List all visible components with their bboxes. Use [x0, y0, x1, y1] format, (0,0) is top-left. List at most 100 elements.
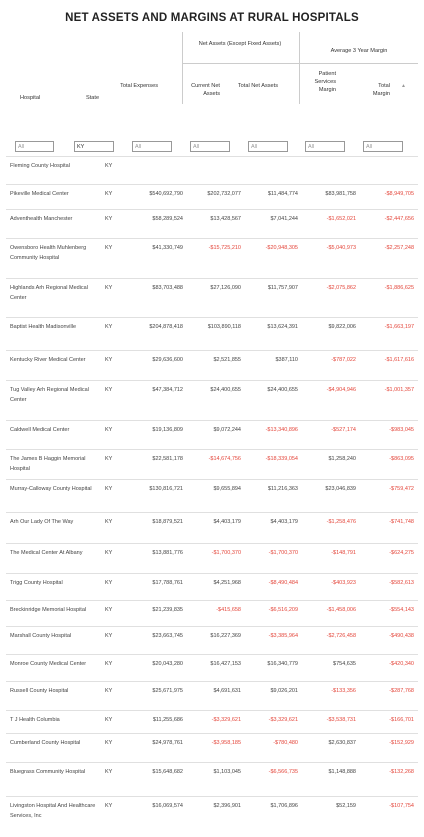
table-row: Breckinridge Memorial Hospital KY $21,239,… [6, 600, 418, 627]
cell-hospital: Highlands Arh Regional Medical Center [10, 285, 88, 301]
col-header-patient-services-margin[interactable]: Patient Services Margin [314, 71, 336, 93]
cell-total-net-assets: $9,026,201 [270, 688, 298, 694]
cell-state: KY [105, 633, 113, 639]
cell-patient-services-margin: -$2,726,458 [326, 633, 356, 639]
cell-patient-services-margin: $754,635 [333, 661, 356, 667]
table-row: Russell County Hospital KY $25,671,975 $4,6… [6, 681, 418, 711]
col-header-total-net-assets[interactable]: Total Net Assets [237, 83, 278, 89]
cell-state: KY [105, 486, 113, 492]
cell-hospital: Marshall County Hospital [10, 633, 72, 639]
cell-total-margin: -$8,949,705 [384, 191, 414, 197]
filter-total-expenses-input[interactable]: All [132, 141, 172, 152]
filter-current-net-assets-input[interactable]: All [190, 141, 230, 152]
cell-state: KY [105, 163, 113, 169]
cell-state: KY [105, 607, 113, 613]
cell-total-margin: -$759,472 [389, 486, 414, 492]
table-row: The James B Haggin Memorial Hospital KY $2… [6, 449, 418, 480]
cell-total-expenses: $18,879,521 [152, 519, 183, 525]
cell-current-net-assets: -$3,329,621 [211, 717, 241, 723]
cell-state: KY [105, 717, 113, 723]
table-row: Monroe County Medical Center KY $20,043,28… [6, 654, 418, 682]
group-divider-left [182, 32, 183, 104]
filter-patient-services-margin-input[interactable]: All [305, 141, 345, 152]
cell-total-net-assets: -$13,340,896 [265, 427, 298, 433]
cell-hospital: Russell County Hospital [10, 688, 69, 694]
table-row: T J Health Columbia KY $11,255,686 -$3,329,… [6, 710, 418, 734]
cell-current-net-assets: $9,072,244 [213, 427, 241, 433]
col-header-state[interactable]: State [86, 95, 100, 101]
cell-total-margin: -$1,886,625 [384, 285, 414, 291]
filter-total-margin-input[interactable]: All [363, 141, 403, 152]
cell-hospital: Breckinridge Memorial Hospital [10, 607, 87, 613]
col-header-hospital[interactable]: Hospital [20, 95, 41, 101]
cell-total-margin: -$1,663,197 [384, 324, 414, 330]
table-row: Murray-Calloway County Hospital KY $130,81… [6, 479, 418, 513]
cell-total-margin: -$624,275 [389, 550, 414, 556]
filter-hospital-input[interactable]: All [15, 141, 54, 152]
cell-state: KY [105, 661, 113, 667]
cell-current-net-assets: $24,400,655 [210, 387, 241, 393]
cell-current-net-assets: -$15,725,210 [208, 245, 241, 251]
table-row: Cumberland County Hospital KY $24,978,761 -… [6, 733, 418, 763]
cell-patient-services-margin: $9,822,006 [328, 324, 356, 330]
filter-state-input[interactable]: KY [74, 141, 114, 152]
cell-hospital: Tug Valley Arh Regional Medical Center [10, 387, 89, 403]
cell-state: KY [105, 285, 113, 291]
cell-patient-services-margin: -$1,258,476 [326, 519, 356, 525]
cell-total-net-assets: -$18,339,054 [265, 456, 298, 462]
cell-patient-services-margin: -$5,040,973 [326, 245, 356, 251]
cell-total-net-assets: -$1,700,370 [268, 550, 298, 556]
cell-current-net-assets: $103,890,118 [207, 324, 241, 330]
cell-total-expenses: $17,788,761 [152, 580, 183, 586]
cell-state: KY [105, 769, 113, 775]
filter-total-net-assets-input[interactable]: All [248, 141, 288, 152]
table-title: NET ASSETS AND MARGINS AT RURAL HOSPITAL… [65, 12, 359, 24]
cell-hospital: Cumberland County Hospital [10, 740, 81, 746]
table-row: Livingston Hospital And Healthcare Servi… [6, 796, 418, 837]
cell-total-expenses: $83,703,488 [152, 285, 183, 291]
cell-current-net-assets: $4,691,631 [213, 688, 241, 694]
cell-hospital: Baptist Health Madisonville [10, 324, 77, 330]
cell-total-expenses: $13,881,776 [152, 550, 183, 556]
cell-total-expenses: $21,239,835 [152, 607, 183, 613]
table-row: Caldwell Medical Center KY $19,136,809 $9,0… [6, 420, 418, 450]
cell-patient-services-margin: -$148,791 [331, 550, 356, 556]
cell-hospital: Trigg County Hospital [10, 580, 63, 586]
cell-current-net-assets: $202,732,077 [207, 191, 241, 197]
cell-total-margin: -$983,045 [389, 427, 414, 433]
cell-hospital: T J Health Columbia [10, 717, 60, 723]
cell-state: KY [105, 324, 113, 330]
col-header-current-net-assets[interactable]: Current Net Assets [191, 83, 220, 97]
cell-patient-services-margin: $23,046,839 [325, 486, 356, 492]
cell-hospital: Caldwell Medical Center [10, 427, 70, 433]
cell-total-margin: -$287,768 [389, 688, 414, 694]
cell-total-margin: -$152,929 [389, 740, 414, 746]
cell-patient-services-margin: -$4,904,946 [326, 387, 356, 393]
cell-total-margin: -$420,340 [389, 661, 414, 667]
cell-state: KY [105, 456, 113, 462]
cell-total-expenses: $130,816,721 [149, 486, 183, 492]
cell-hospital: The James B Haggin Memorial Hospital [10, 456, 86, 472]
cell-total-margin: -$863,095 [389, 456, 414, 462]
cell-current-net-assets: $16,227,369 [210, 633, 241, 639]
cell-total-expenses: $20,043,280 [152, 661, 183, 667]
col-header-total-expenses[interactable]: Total Expenses [120, 83, 158, 89]
sort-ascending-icon[interactable]: ▲ [401, 83, 406, 89]
cell-state: KY [105, 245, 113, 251]
cell-hospital: Murray-Calloway County Hospital [10, 486, 92, 492]
cell-total-net-assets: $4,403,179 [270, 519, 298, 525]
cell-state: KY [105, 191, 113, 197]
cell-total-expenses: $29,636,600 [152, 357, 183, 363]
cell-current-net-assets: -$415,658 [216, 607, 241, 613]
table-row: Tug Valley Arh Regional Medical Center KY… [6, 380, 418, 421]
cell-total-net-assets: $16,340,779 [267, 661, 298, 667]
cell-total-margin: -$554,143 [389, 607, 414, 613]
cell-current-net-assets: $4,251,968 [213, 580, 241, 586]
table-row: Baptist Health Madisonville KY $204,878,41… [6, 317, 418, 351]
cell-total-expenses: $540,692,790 [149, 191, 183, 197]
cell-state: KY [105, 387, 113, 393]
cell-total-expenses: $11,255,686 [152, 717, 183, 723]
cell-state: KY [105, 357, 113, 363]
cell-total-expenses: $19,136,809 [152, 427, 183, 433]
col-header-total-margin[interactable]: Total Margin [372, 83, 390, 97]
